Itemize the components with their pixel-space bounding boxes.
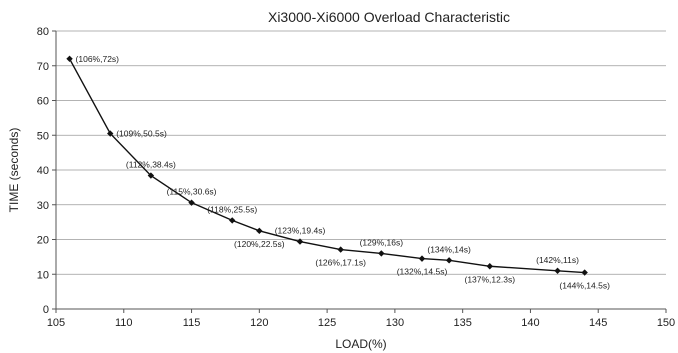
y-tick-label: 50 [37, 130, 49, 142]
y-tick-label: 0 [43, 304, 49, 316]
y-axis-label: TIME (seconds) [7, 128, 21, 213]
x-tick-label: 125 [318, 317, 336, 329]
y-tick-label: 80 [37, 26, 49, 38]
data-label: (126%,17.1s) [315, 258, 366, 268]
data-point-marker [66, 55, 73, 62]
grid-layer [56, 30, 666, 275]
data-point-marker [296, 238, 304, 245]
y-tick-label: 20 [37, 235, 49, 247]
x-tick-label: 145 [589, 317, 607, 329]
y-tick-label: 60 [37, 96, 49, 108]
y-tick-label: 10 [37, 269, 49, 281]
data-label: (137%,12.3s) [464, 274, 515, 284]
axis-layer: 0 10 20 30 40 50 60 70 80 105 110 115 120 125 130 135 14… [37, 26, 675, 329]
data-point-marker [418, 255, 426, 262]
data-point-marker [229, 217, 236, 224]
data-point-marker [188, 199, 195, 206]
data-label-layer: (106%,72s) (109%,50.5s) (112%,38.4s) (115%,… [76, 54, 611, 291]
data-point-marker [378, 250, 385, 257]
data-point-marker [107, 130, 114, 137]
y-tick-label: 30 [37, 200, 49, 212]
data-label: (120%,22.5s) [234, 239, 285, 249]
data-label: (144%,14.5s) [559, 281, 610, 291]
data-point-marker [445, 257, 453, 264]
data-point-marker [337, 246, 344, 253]
data-label: (106%,72s) [76, 54, 120, 64]
x-tick-label: 110 [115, 317, 133, 329]
data-label: (123%,19.4s) [275, 226, 326, 236]
x-tick-label: 115 [183, 317, 201, 329]
chart-title: Xi3000-Xi6000 Overload Characteristic [268, 9, 510, 25]
data-label: (129%,16s) [360, 237, 404, 247]
x-tick-label: 120 [250, 317, 268, 329]
data-point-marker [486, 263, 493, 270]
data-point-marker [147, 172, 155, 179]
y-tick-label: 70 [37, 61, 49, 73]
x-tick-label: 135 [453, 317, 471, 329]
y-tick-label: 40 [37, 165, 49, 177]
data-point-marker [554, 267, 561, 274]
series-layer [66, 55, 588, 276]
x-tick-label: 140 [521, 317, 539, 329]
series-line [68, 58, 585, 274]
data-point-marker [256, 227, 263, 235]
x-tick-label: 150 [657, 317, 675, 329]
data-label: (109%,50.5s) [116, 129, 167, 139]
x-axis-label: LOAD(%) [335, 337, 386, 351]
data-label: (134%,14s) [427, 244, 471, 254]
data-point-marker [581, 269, 588, 276]
data-label: (132%,14.5s) [397, 267, 448, 277]
x-tick-label: 130 [386, 317, 404, 329]
data-label: (115%,30.6s) [167, 187, 217, 197]
data-label: (142%,11s) [536, 255, 579, 265]
x-tick-label: 105 [47, 317, 65, 329]
data-label: (118%,25.5s) [207, 204, 257, 214]
data-label: (112%,38.4s) [126, 160, 176, 170]
